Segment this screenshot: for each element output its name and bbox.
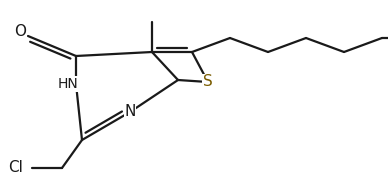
Text: S: S bbox=[203, 75, 213, 89]
Text: Cl: Cl bbox=[8, 160, 23, 176]
Text: O: O bbox=[14, 24, 26, 40]
Text: HN: HN bbox=[58, 77, 78, 91]
Text: N: N bbox=[124, 105, 136, 119]
